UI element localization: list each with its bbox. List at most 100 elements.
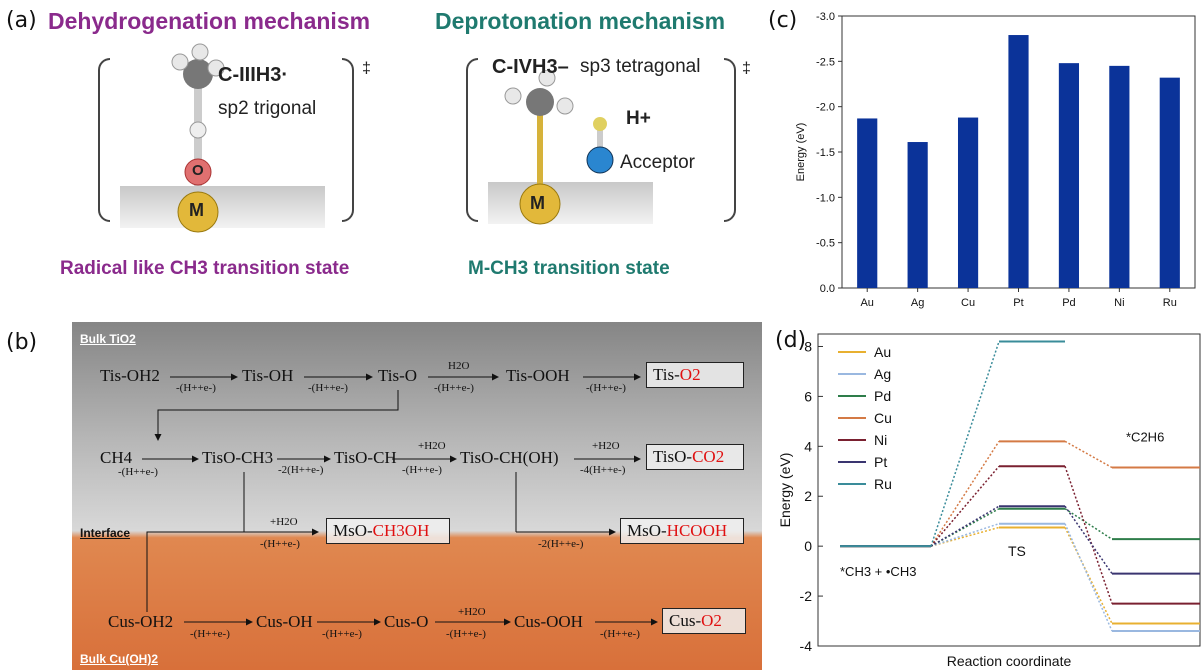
lbl-int-a-top: +H2O bbox=[270, 516, 298, 528]
x-tick-label: Cu bbox=[961, 297, 975, 309]
lbl-int-b: -2(H++e-) bbox=[538, 538, 584, 550]
bar bbox=[857, 118, 878, 288]
plot-frame bbox=[817, 333, 1201, 647]
bar bbox=[957, 117, 979, 289]
left-bracket-open bbox=[98, 58, 110, 222]
connector-line bbox=[1064, 440, 1113, 469]
connector-line bbox=[930, 465, 1000, 547]
energy-profile-chart: -4 -2 0 2 4 6 8 Energy (eV) Reaction coordinate *… bbox=[777, 333, 1201, 669]
y-tick-label: 4 bbox=[804, 438, 812, 454]
legend-label: Pd bbox=[874, 388, 891, 404]
panel-label-b: (b) bbox=[6, 330, 38, 355]
node-cus-oh: Cus-OH bbox=[256, 612, 313, 631]
node-tiso-choh: TisO-CH(OH) bbox=[460, 448, 559, 467]
right-bracket-open bbox=[466, 58, 478, 222]
right-surface bbox=[488, 182, 653, 224]
lbl-r4-d: -(H++e-) bbox=[600, 628, 640, 640]
panel-label-a: (a) bbox=[6, 8, 37, 33]
connector-line bbox=[1064, 466, 1113, 604]
right-molecule bbox=[504, 70, 614, 225]
product-tis-o2-red: O2 bbox=[679, 365, 701, 384]
stage-label-product: *C2H6 bbox=[1126, 429, 1164, 444]
mch3-ts-label: M-CH3 transition state bbox=[468, 258, 670, 279]
x-tick-label: Ni bbox=[1114, 297, 1124, 309]
legend-label: Ru bbox=[874, 476, 892, 492]
interface-label: Interface bbox=[80, 526, 131, 540]
y-axis-label: Energy (eV) bbox=[777, 453, 793, 528]
node-tis-oh2: Tis-OH2 bbox=[100, 366, 160, 385]
scheme-arrows bbox=[142, 373, 658, 626]
y-tick-label: 6 bbox=[804, 388, 812, 404]
right-species: C-IVH3– bbox=[492, 56, 569, 78]
bar bbox=[1109, 65, 1130, 288]
product-hcooh: MsO-HCOOH bbox=[620, 518, 744, 544]
stage-label-ts: TS bbox=[1008, 543, 1026, 559]
connector-line bbox=[1064, 523, 1113, 632]
y-tick-label: 0.0 bbox=[820, 283, 835, 295]
node-cus-ooh: Cus-OOH bbox=[514, 612, 583, 631]
node-tiso-ch3: TisO-CH3 bbox=[202, 448, 274, 467]
node-tis-oh: Tis-OH bbox=[242, 366, 294, 385]
left-hybridization: sp2 trigonal bbox=[218, 98, 317, 119]
x-axis-label: Reaction coordinate bbox=[947, 653, 1072, 669]
product-meoh-prefix: MsO- bbox=[333, 521, 373, 540]
product-cus-o2: Cus-O2 bbox=[662, 608, 746, 634]
stage-label-reactant: *CH3 + •CH3 bbox=[840, 564, 916, 579]
proton-label: H+ bbox=[626, 108, 651, 129]
lbl-r2-c-top: +H2O bbox=[418, 440, 446, 452]
dehydrogenation-title: Dehydrogenation mechanism bbox=[48, 8, 371, 34]
product-hcooh-prefix: MsO- bbox=[627, 521, 667, 540]
y-tick-label: 2 bbox=[804, 488, 812, 504]
legend-label: Au bbox=[874, 344, 891, 360]
lbl-r2-d-top: +H2O bbox=[592, 440, 620, 452]
bar bbox=[1008, 35, 1029, 288]
lbl-r1-c: -(H++e-) bbox=[434, 382, 474, 394]
lbl-r1-a: -(H++e-) bbox=[176, 382, 216, 394]
product-tiso-co2-red: CO2 bbox=[692, 447, 725, 466]
node-ch4: CH4 bbox=[100, 448, 133, 467]
legend-label: Ag bbox=[874, 366, 891, 382]
acceptor-label: Acceptor bbox=[620, 152, 695, 173]
bar bbox=[1159, 77, 1180, 288]
node-cus-oh2: Cus-OH2 bbox=[108, 612, 174, 631]
node-cus-o: Cus-O bbox=[384, 612, 429, 631]
product-tiso-co2-prefix: TisO- bbox=[653, 447, 693, 466]
left-bracket-close bbox=[342, 58, 354, 222]
right-hybridization: sp3 tetragonal bbox=[580, 56, 701, 77]
legend-label: Pt bbox=[874, 454, 887, 470]
bulk-cuoh2-label: Bulk Cu(OH)2 bbox=[80, 652, 158, 666]
node-tiso-ch: TisO-CH bbox=[334, 448, 397, 467]
lbl-int-a: -(H++e-) bbox=[260, 538, 300, 550]
left-dagger: ‡ bbox=[362, 60, 371, 77]
y-tick-label: 8 bbox=[804, 338, 812, 354]
product-meoh: MsO-CH3OH bbox=[326, 518, 450, 544]
product-tis-o2-prefix: Tis- bbox=[653, 365, 680, 384]
connector-line bbox=[1064, 505, 1113, 575]
connector-line bbox=[930, 341, 1000, 547]
deprotonation-title: Deprotonation mechanism bbox=[435, 8, 726, 34]
lbl-r4-b: -(H++e-) bbox=[322, 628, 362, 640]
y-tick-label: -1.0 bbox=[816, 192, 835, 204]
left-atom-o: O bbox=[192, 162, 204, 179]
node-tis-ooh: Tis-OOH bbox=[506, 366, 570, 385]
lbl-r2-b: -2(H++e-) bbox=[278, 464, 324, 476]
left-species: C-IIIH3· bbox=[218, 64, 288, 86]
right-bracket-close bbox=[724, 58, 736, 222]
y-tick-label: 0 bbox=[804, 538, 812, 554]
y-tick-label: -0.5 bbox=[816, 238, 835, 250]
lbl-r1-b: -(H++e-) bbox=[308, 382, 348, 394]
product-cus-o2-red: O2 bbox=[701, 611, 722, 630]
product-hcooh-red: HCOOH bbox=[666, 521, 728, 540]
connector-line bbox=[1064, 508, 1113, 540]
product-tis-o2: Tis-O2 bbox=[646, 362, 744, 388]
node-tis-o: Tis-O bbox=[378, 366, 418, 385]
connector-line bbox=[930, 440, 1000, 547]
panel-label-c: (c) bbox=[768, 8, 798, 33]
right-atom-m: M bbox=[530, 193, 545, 213]
connector-line bbox=[1064, 527, 1113, 624]
left-surface bbox=[120, 186, 325, 228]
bar bbox=[1058, 63, 1080, 288]
lbl-r1-d: -(H++e-) bbox=[586, 382, 626, 394]
bar-chart: -3.0 -2.5 -2.0 -1.5 -1.0 -0.5 0.0 Energy (eV) Au… bbox=[795, 11, 1196, 309]
left-molecule bbox=[171, 43, 225, 233]
